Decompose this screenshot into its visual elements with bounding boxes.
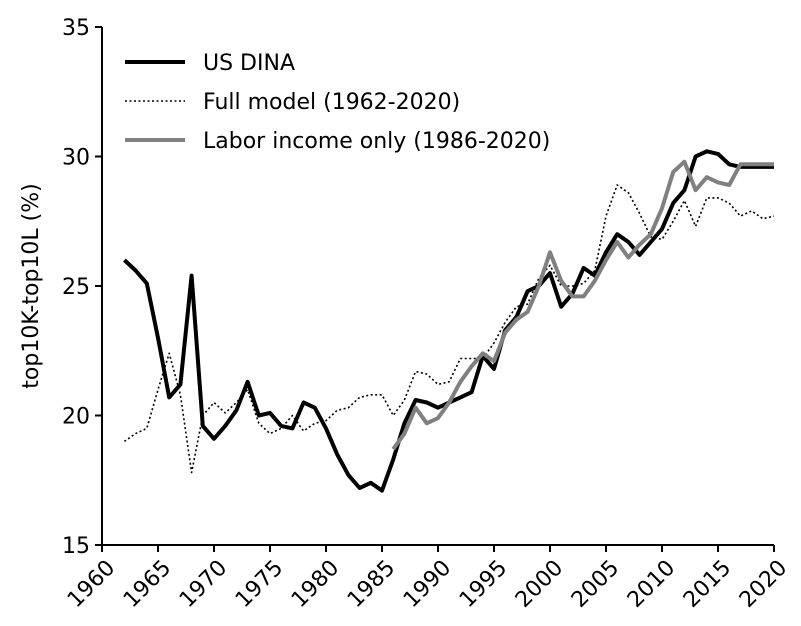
x-tick-label: 2020 — [735, 556, 792, 613]
series-line — [123, 184, 775, 474]
legend-label: Full model (1962-2020) — [203, 90, 460, 115]
x-tick-label: 2000 — [511, 556, 568, 613]
legend-label: US DINA — [203, 51, 295, 76]
x-tick-label: 1980 — [287, 556, 344, 613]
x-tick-label: 2005 — [567, 556, 624, 613]
series-line — [391, 159, 774, 451]
y-tick-label: 15 — [62, 534, 90, 559]
x-tick-label: 2010 — [623, 556, 680, 613]
x-tick-label: 1970 — [175, 556, 232, 613]
x-tick-label: 1990 — [399, 556, 456, 613]
y-tick-label: 35 — [62, 16, 90, 41]
y-axis-label: top10K-top10L (%) — [19, 183, 44, 388]
x-tick-label: 1995 — [455, 556, 512, 613]
y-tick-label: 20 — [62, 405, 90, 430]
x-tick-label: 1965 — [119, 556, 176, 613]
x-tick-label: 1975 — [231, 556, 288, 613]
x-tick-label: 2015 — [679, 556, 736, 613]
x-tick-label: 1985 — [343, 556, 400, 613]
y-tick-label: 30 — [62, 146, 90, 171]
y-tick-label: 25 — [62, 275, 90, 300]
series-line — [123, 149, 774, 493]
x-tick-label: 1960 — [63, 556, 120, 613]
legend-label: Labor income only (1986-2020) — [203, 129, 550, 154]
